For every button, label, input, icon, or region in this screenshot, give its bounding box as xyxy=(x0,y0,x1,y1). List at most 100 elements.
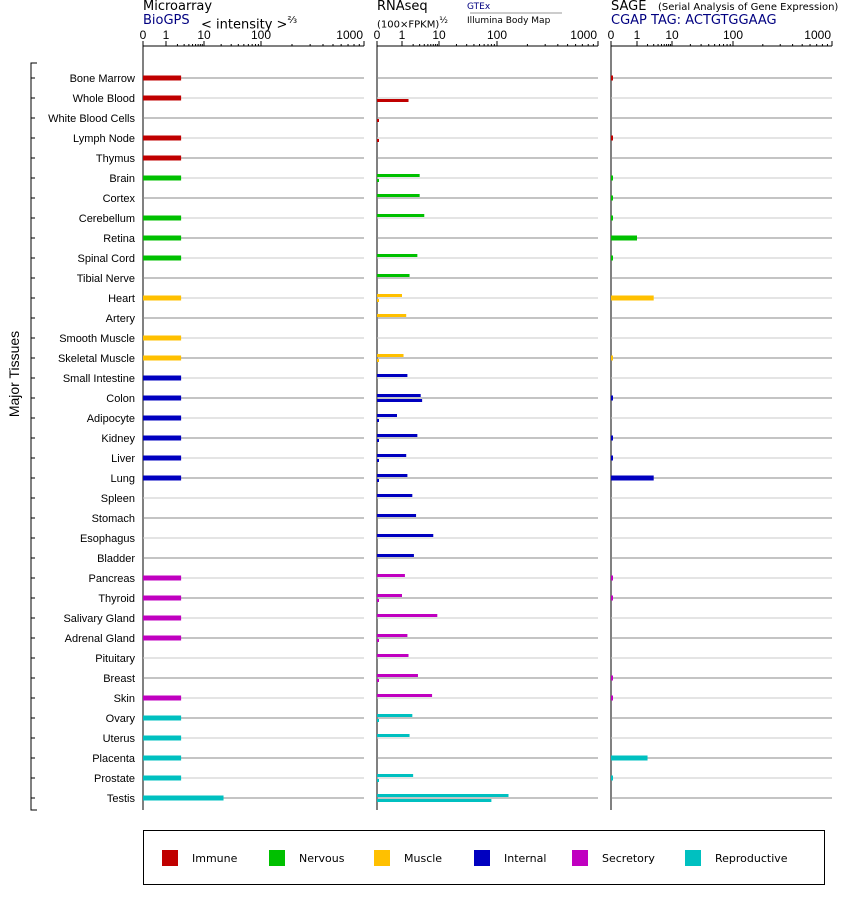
legend-item-internal: Internal xyxy=(474,850,546,866)
tissue-label: Skin xyxy=(114,693,135,705)
bar-microarray xyxy=(143,355,182,361)
bar-microarray xyxy=(143,615,182,621)
legend-item-reproductive: Reproductive xyxy=(685,850,788,866)
bar-rnaseq-gtex xyxy=(377,294,402,297)
tissue-label: Lymph Node xyxy=(73,133,135,145)
sage-subtitle: (Serial Analysis of Gene Expression) xyxy=(658,2,839,13)
microarray-source: BioGPS xyxy=(143,13,190,28)
bar-microarray xyxy=(143,175,182,181)
bar-microarray xyxy=(143,395,182,401)
bar-sage xyxy=(611,775,613,781)
bar-rnaseq-gtex xyxy=(377,274,410,277)
sage-tag: CGAP TAG: ACTGTGGAAG xyxy=(611,13,777,28)
bar-rnaseq-gtex xyxy=(377,634,408,637)
bar-microarray xyxy=(143,715,182,721)
bar-sage xyxy=(611,235,637,241)
tissue-label: Liver xyxy=(111,453,135,465)
bar-rnaseq-illumina xyxy=(377,799,492,802)
rnaseq-source-illumina: Illumina Body Map xyxy=(467,16,551,26)
rnaseq-source-gtex: GTEx xyxy=(467,2,491,12)
bar-microarray xyxy=(143,455,182,461)
sage-tick-label: 1 xyxy=(634,28,641,42)
bar-rnaseq-illumina xyxy=(377,679,379,682)
rnaseq-unit-text: (100×FPKM) xyxy=(377,19,440,31)
microarray-tick-label: 0 xyxy=(140,28,147,42)
legend-item-secretory: Secretory xyxy=(572,850,655,866)
bar-sage xyxy=(611,135,613,141)
tissue-label: Spleen xyxy=(101,493,135,505)
microarray-title: Microarray xyxy=(143,0,213,14)
bar-rnaseq-illumina xyxy=(377,639,379,642)
tissue-label: Bone Marrow xyxy=(70,73,135,85)
microarray-tick-label: 10 xyxy=(197,28,211,42)
bar-rnaseq-gtex xyxy=(377,174,420,177)
legend-label: Reproductive xyxy=(715,851,788,865)
bar-sage xyxy=(611,175,613,181)
bar-microarray xyxy=(143,755,182,761)
tissue-label: Ovary xyxy=(106,713,136,725)
bar-sage xyxy=(611,295,654,301)
tissue-label: Bladder xyxy=(97,553,135,565)
tissue-label: Whole Blood xyxy=(73,93,135,105)
bar-sage xyxy=(611,215,613,221)
bar-rnaseq-illumina xyxy=(377,419,379,422)
bar-rnaseq-gtex xyxy=(377,314,407,317)
tissue-label: Stomach xyxy=(92,513,135,525)
bar-microarray xyxy=(143,255,182,261)
bar-microarray xyxy=(143,295,182,301)
bar-sage xyxy=(611,575,613,581)
bar-microarray xyxy=(143,695,182,701)
legend-item-nervous: Nervous xyxy=(269,850,344,866)
bar-microarray xyxy=(143,435,182,441)
sage-title: SAGE xyxy=(611,0,647,14)
legend-label: Muscle xyxy=(404,851,443,865)
bar-rnaseq-illumina xyxy=(377,459,379,462)
bar-rnaseq-gtex xyxy=(377,534,434,537)
tissue-label: Cortex xyxy=(103,193,136,205)
bar-rnaseq-gtex xyxy=(377,594,402,597)
legend-swatch xyxy=(685,850,701,866)
bar-rnaseq-illumina xyxy=(377,479,379,482)
rnaseq-tick-label: 1 xyxy=(399,28,406,42)
bar-rnaseq-illumina xyxy=(377,719,379,722)
rnaseq-tick-label: 0 xyxy=(374,28,381,42)
tissue-label: Esophagus xyxy=(80,533,136,545)
bar-rnaseq-gtex xyxy=(377,514,417,517)
bar-microarray xyxy=(143,135,182,141)
bar-rnaseq-illumina xyxy=(377,119,379,122)
bar-microarray xyxy=(143,155,182,161)
axes-layer: 0 1 10 100 1000 0 1 10 100 1000 0 1 10 100 1000 xyxy=(140,28,833,810)
bar-microarray xyxy=(143,75,182,81)
sage-tick-label: 0 xyxy=(608,28,615,42)
bar-sage xyxy=(611,455,613,461)
tissue-label: Testis xyxy=(107,793,136,805)
bar-rnaseq-gtex xyxy=(377,214,425,217)
sage-tick-label: 1000 xyxy=(804,28,831,42)
tissue-label: Retina xyxy=(103,233,136,245)
tissue-label: Pituitary xyxy=(95,653,135,665)
bar-rnaseq-illumina xyxy=(377,399,423,402)
microarray-unit-exponent: ⅔ xyxy=(287,15,298,26)
bar-rnaseq-gtex xyxy=(377,254,418,257)
bar-microarray xyxy=(143,95,182,101)
major-tissues-bracket xyxy=(30,62,37,811)
bar-rnaseq-illumina xyxy=(377,439,379,442)
rnaseq-tick-label: 1000 xyxy=(570,28,597,42)
bar-microarray xyxy=(143,595,182,601)
legend-swatch xyxy=(374,850,390,866)
tissue-label: Small Intestine xyxy=(63,373,135,385)
bar-rnaseq-illumina xyxy=(377,299,379,302)
tissue-label: Thyroid xyxy=(98,593,135,605)
bar-sage xyxy=(611,395,613,401)
bar-microarray xyxy=(143,475,182,481)
tissue-label: Tibial Nerve xyxy=(77,273,135,285)
tissue-label: Kidney xyxy=(101,433,135,445)
microarray-unit: < intensity >⅔ xyxy=(201,13,297,33)
rnaseq-tick-label: 100 xyxy=(487,28,507,42)
bar-rnaseq-gtex xyxy=(377,194,420,197)
tissue-label: Colon xyxy=(106,393,135,405)
rnaseq-unit: (100×FPKM)½ xyxy=(377,15,448,31)
bar-rnaseq-illumina xyxy=(377,179,379,182)
bar-microarray xyxy=(143,575,182,581)
